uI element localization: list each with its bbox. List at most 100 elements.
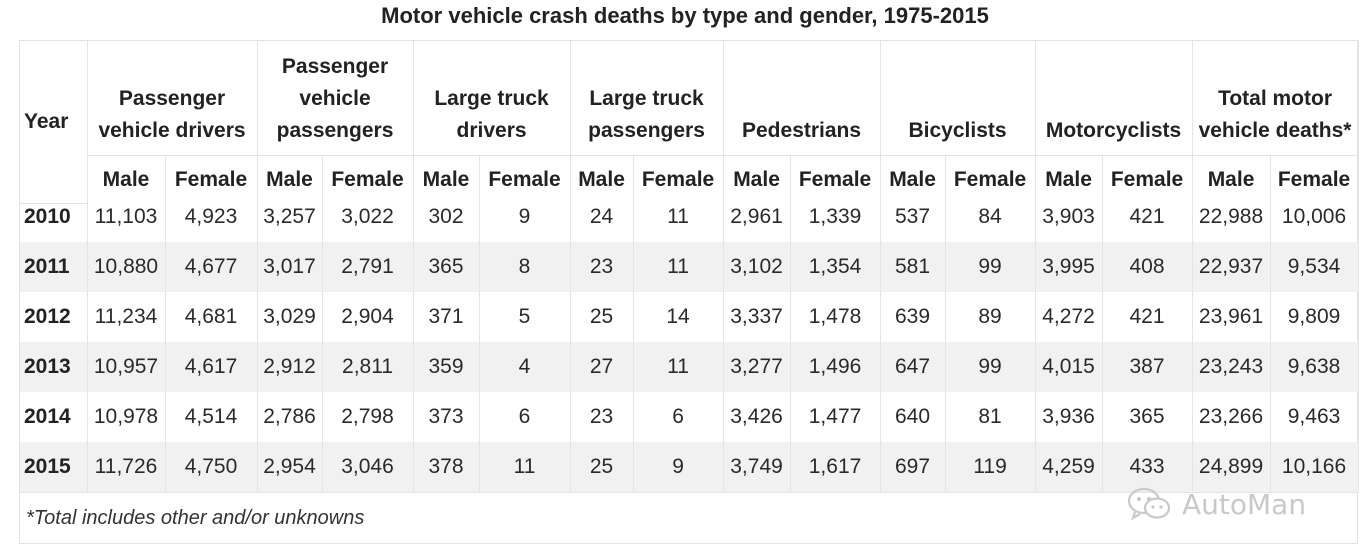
value-cell: 23 <box>570 392 634 442</box>
value-cell: 99 <box>945 342 1036 392</box>
value-cell: 23,266 <box>1192 392 1271 442</box>
value-cell: 359 <box>413 342 480 392</box>
value-cell: 3,277 <box>723 342 791 392</box>
year-cell: 2014 <box>20 392 88 442</box>
value-cell: 9,809 <box>1270 292 1359 342</box>
male-subheader: Male <box>570 155 634 204</box>
value-cell: 2,961 <box>723 203 791 242</box>
value-cell: 3,995 <box>1035 242 1103 292</box>
value-cell: 4,750 <box>165 442 258 493</box>
value-cell: 9 <box>633 442 724 493</box>
value-cell: 22,988 <box>1192 203 1271 242</box>
value-cell: 10,957 <box>87 342 166 392</box>
value-cell: 3,029 <box>257 292 323 342</box>
value-cell: 697 <box>880 442 946 493</box>
value-cell: 6 <box>633 392 724 442</box>
table-title: Motor vehicle crash deaths by type and g… <box>381 3 989 28</box>
value-cell: 1,617 <box>790 442 881 493</box>
table-row: 2010 11,103 4,923 3,257 3,022 302 9 24 11 2,961 1,… <box>20 203 1359 242</box>
female-subheader: Female <box>479 155 571 204</box>
value-cell: 4,677 <box>165 242 258 292</box>
value-cell: 640 <box>880 392 946 442</box>
value-cell: 1,339 <box>790 203 881 242</box>
value-cell: 11 <box>633 342 724 392</box>
value-cell: 1,354 <box>790 242 881 292</box>
female-subheader: Female <box>633 155 724 204</box>
value-cell: 14 <box>633 292 724 342</box>
table-row: 2013 10,957 4,617 2,912 2,811 359 4 27 11 3,277 1,… <box>20 342 1359 392</box>
value-cell: 365 <box>413 242 480 292</box>
value-cell: 3,337 <box>723 292 791 342</box>
value-cell: 2,786 <box>257 392 323 442</box>
wechat-icon <box>1127 487 1171 521</box>
column-group-header: Bicyclists <box>880 41 1036 156</box>
watermark: AutoMan <box>1126 484 1306 524</box>
female-subheader: Female <box>322 155 414 204</box>
value-cell: 24 <box>570 203 634 242</box>
value-cell: 9 <box>479 203 571 242</box>
value-cell: 647 <box>880 342 946 392</box>
female-subheader: Female <box>945 155 1036 204</box>
value-cell: 23 <box>570 242 634 292</box>
value-cell: 1,478 <box>790 292 881 342</box>
column-group-header: Pedestrians <box>723 41 881 156</box>
value-cell: 9,638 <box>1270 342 1359 392</box>
male-subheader: Male <box>413 155 480 204</box>
value-cell: 11,103 <box>87 203 166 242</box>
value-cell: 373 <box>413 392 480 442</box>
female-subheader: Female <box>165 155 258 204</box>
year-cell: 2010 <box>20 203 88 242</box>
value-cell: 81 <box>945 392 1036 442</box>
female-subheader: Female <box>790 155 881 204</box>
value-cell: 3,426 <box>723 392 791 442</box>
year-header: Year <box>20 41 88 204</box>
year-cell: 2011 <box>20 242 88 292</box>
value-cell: 10,978 <box>87 392 166 442</box>
male-subheader: Male <box>87 155 166 204</box>
value-cell: 3,017 <box>257 242 323 292</box>
value-cell: 3,022 <box>322 203 414 242</box>
value-cell: 99 <box>945 242 1036 292</box>
column-group-header: Motorcyclists <box>1035 41 1193 156</box>
column-group-header: Large truck drivers <box>413 41 571 156</box>
value-cell: 25 <box>570 292 634 342</box>
value-cell: 3,046 <box>322 442 414 493</box>
value-cell: 421 <box>1102 203 1193 242</box>
table-row: 2015 11,726 4,750 2,954 3,046 378 11 25 9 3,749 1,… <box>20 442 1359 493</box>
value-cell: 24,899 <box>1192 442 1271 493</box>
value-cell: 4,272 <box>1035 292 1103 342</box>
value-cell: 2,912 <box>257 342 323 392</box>
value-cell: 119 <box>945 442 1036 493</box>
value-cell: 365 <box>1102 392 1193 442</box>
value-cell: 581 <box>880 242 946 292</box>
value-cell: 3,257 <box>257 203 323 242</box>
value-cell: 5 <box>479 292 571 342</box>
value-cell: 4,681 <box>165 292 258 342</box>
female-subheader: Female <box>1102 155 1193 204</box>
value-cell: 23,961 <box>1192 292 1271 342</box>
male-subheader: Male <box>257 155 323 204</box>
table-row: 2014 10,978 4,514 2,786 2,798 373 6 23 6 3,426 1,4… <box>20 392 1359 442</box>
value-cell: 23,243 <box>1192 342 1271 392</box>
value-cell: 387 <box>1102 342 1193 392</box>
value-cell: 8 <box>479 242 571 292</box>
value-cell: 3,903 <box>1035 203 1103 242</box>
watermark-text: AutoMan <box>1182 487 1307 521</box>
male-subheader: Male <box>880 155 946 204</box>
year-cell: 2015 <box>20 442 88 493</box>
value-cell: 4,514 <box>165 392 258 442</box>
value-cell: 10,166 <box>1270 442 1359 493</box>
value-cell: 11,234 <box>87 292 166 342</box>
year-cell: 2012 <box>20 292 88 342</box>
value-cell: 3,936 <box>1035 392 1103 442</box>
value-cell: 4,259 <box>1035 442 1103 493</box>
value-cell: 302 <box>413 203 480 242</box>
value-cell: 11 <box>479 442 571 493</box>
value-cell: 421 <box>1102 292 1193 342</box>
value-cell: 9,463 <box>1270 392 1359 442</box>
female-subheader: Female <box>1270 155 1359 204</box>
year-cell: 2013 <box>20 342 88 392</box>
data-table-container: Year Passenger vehicle drivers Passenger … <box>19 40 1359 544</box>
value-cell: 22,937 <box>1192 242 1271 292</box>
value-cell: 639 <box>880 292 946 342</box>
